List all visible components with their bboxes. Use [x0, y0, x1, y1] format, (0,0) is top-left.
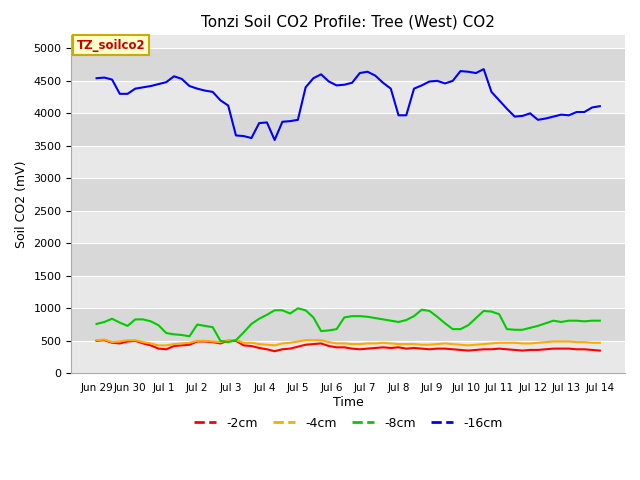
Bar: [72, 211, 625, 243]
Bar: [72, 276, 625, 308]
Y-axis label: Soil CO2 (mV): Soil CO2 (mV): [15, 161, 28, 248]
Bar: [72, 308, 625, 341]
Bar: [72, 81, 625, 113]
Bar: [72, 146, 625, 179]
Legend: -2cm, -4cm, -8cm, -16cm: -2cm, -4cm, -8cm, -16cm: [189, 412, 508, 435]
Title: Tonzi Soil CO2 Profile: Tree (West) CO2: Tonzi Soil CO2 Profile: Tree (West) CO2: [201, 15, 495, 30]
X-axis label: Time: Time: [333, 396, 364, 409]
Bar: [72, 243, 625, 276]
Bar: [72, 341, 625, 373]
Bar: [72, 113, 625, 146]
Text: TZ_soilco2: TZ_soilco2: [77, 39, 145, 52]
Bar: [72, 48, 625, 81]
Bar: [72, 179, 625, 211]
